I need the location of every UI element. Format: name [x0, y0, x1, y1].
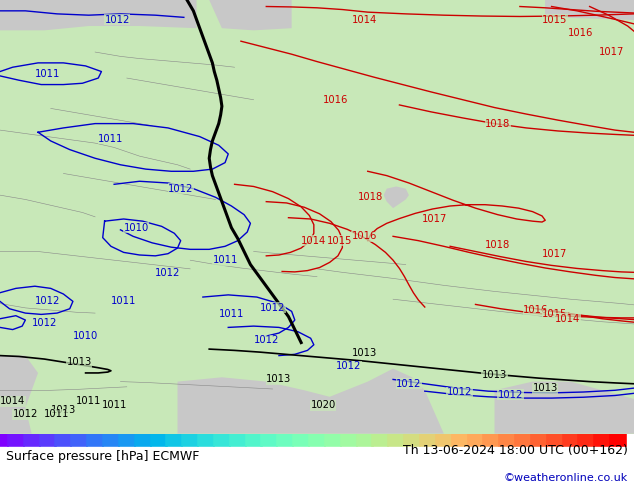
Polygon shape [178, 368, 444, 434]
Text: 1010: 1010 [124, 222, 149, 233]
Polygon shape [0, 0, 197, 30]
Text: 1013: 1013 [266, 374, 292, 385]
Text: 1012: 1012 [336, 362, 361, 371]
Text: 1018: 1018 [485, 119, 510, 128]
Text: 1012: 1012 [13, 409, 38, 419]
Polygon shape [495, 382, 634, 434]
Text: 1011: 1011 [98, 134, 124, 144]
Text: 1011: 1011 [35, 69, 60, 79]
Text: 1020: 1020 [311, 400, 336, 411]
Text: 1012: 1012 [155, 268, 181, 278]
Text: 1013: 1013 [51, 405, 76, 415]
Text: ©weatheronline.co.uk: ©weatheronline.co.uk [503, 472, 628, 483]
Text: 1011: 1011 [101, 400, 127, 411]
Text: 1014: 1014 [352, 15, 377, 24]
Text: 1012: 1012 [168, 184, 193, 194]
Text: 1013: 1013 [482, 370, 507, 380]
Text: 1015: 1015 [542, 309, 567, 319]
Text: 1012: 1012 [447, 388, 472, 397]
Text: 1017: 1017 [599, 47, 624, 57]
Text: 1012: 1012 [35, 296, 60, 306]
Text: 1014: 1014 [0, 396, 25, 406]
Text: Surface pressure [hPa] ECMWF: Surface pressure [hPa] ECMWF [6, 450, 200, 463]
Text: 1016: 1016 [352, 231, 377, 242]
Text: 1013: 1013 [67, 357, 92, 367]
Text: 1012: 1012 [105, 15, 130, 24]
Polygon shape [384, 187, 409, 208]
Text: Th 13-06-2024 18:00 UTC (00+162): Th 13-06-2024 18:00 UTC (00+162) [403, 444, 628, 457]
Text: 1014: 1014 [555, 314, 580, 324]
Text: 1013: 1013 [533, 383, 558, 393]
Text: 1013: 1013 [352, 348, 377, 358]
Text: 1016: 1016 [567, 27, 593, 38]
Text: 1012: 1012 [32, 318, 57, 328]
Polygon shape [545, 0, 634, 20]
Text: 1012: 1012 [260, 303, 285, 313]
Polygon shape [0, 356, 38, 434]
Text: 1011: 1011 [219, 309, 244, 319]
Text: 1018: 1018 [358, 192, 384, 202]
Text: 1014: 1014 [301, 236, 327, 245]
Text: 1018: 1018 [485, 240, 510, 250]
Polygon shape [0, 0, 634, 434]
Polygon shape [209, 0, 292, 30]
Text: 1015: 1015 [327, 236, 352, 245]
Text: 1017: 1017 [422, 214, 447, 224]
Text: 1016: 1016 [323, 95, 349, 105]
Text: 1016: 1016 [523, 305, 548, 315]
Text: 1011: 1011 [212, 255, 238, 265]
Text: 1012: 1012 [254, 336, 279, 345]
Text: 1011: 1011 [44, 409, 70, 419]
Text: 1015: 1015 [542, 15, 567, 24]
Text: 1011: 1011 [111, 296, 136, 306]
Text: 1010: 1010 [73, 331, 98, 341]
Text: 1017: 1017 [542, 249, 567, 259]
Text: 1011: 1011 [76, 396, 101, 406]
Text: 1012: 1012 [498, 390, 523, 400]
Text: 1012: 1012 [396, 379, 422, 389]
